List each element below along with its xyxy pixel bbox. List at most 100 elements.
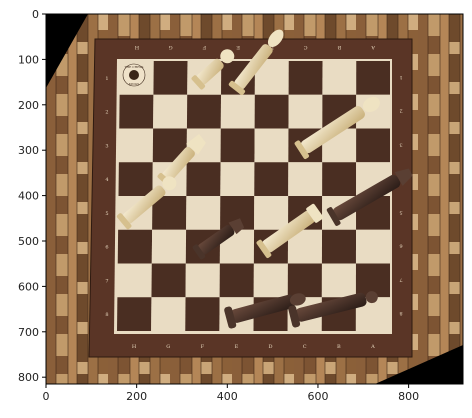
board-square bbox=[186, 196, 221, 230]
board-square bbox=[287, 229, 323, 264]
y-tick-label: 400 bbox=[18, 190, 39, 203]
y-tick-label: 100 bbox=[18, 53, 39, 66]
bottom-file-letter: B bbox=[337, 344, 341, 350]
board-square bbox=[117, 297, 152, 331]
board-square bbox=[321, 263, 356, 298]
logo-line-2: KINGS bbox=[129, 82, 140, 86]
bottom-file-letter: F bbox=[201, 344, 205, 350]
board-square bbox=[220, 162, 255, 196]
board-square bbox=[220, 94, 255, 129]
x-axis-ticks: 0 200 400 600 800 bbox=[43, 384, 419, 403]
y-tick-label: 0 bbox=[32, 8, 39, 21]
left-rank-number: 8 bbox=[105, 312, 108, 318]
x-tick-label: 800 bbox=[398, 390, 419, 403]
board-square bbox=[254, 128, 289, 163]
black-corner-top-left bbox=[46, 14, 88, 88]
top-file-letter: F bbox=[202, 44, 206, 50]
right-rank-number: 2 bbox=[399, 108, 402, 114]
light-queen-piece bbox=[294, 96, 380, 159]
board-square bbox=[185, 297, 220, 331]
top-file-letter: G bbox=[169, 44, 173, 50]
board-square bbox=[153, 61, 188, 95]
x-tick-label: 200 bbox=[126, 390, 147, 403]
board-square bbox=[152, 128, 187, 163]
board-square bbox=[118, 128, 154, 163]
board-square bbox=[186, 94, 222, 129]
x-tick-label: 400 bbox=[217, 390, 238, 403]
right-rank-number: 1 bbox=[399, 74, 402, 80]
dark-knight-piece bbox=[192, 218, 245, 260]
right-rank-number: 7 bbox=[399, 276, 402, 282]
board-coordinates: HGFEDCBAHGFEDCBA1234567812345678 bbox=[105, 44, 402, 350]
x-tick-label: 0 bbox=[43, 390, 50, 403]
light-long-piece-diagonal bbox=[116, 176, 177, 230]
bottom-file-letter: H bbox=[132, 344, 137, 350]
top-file-letter: E bbox=[236, 44, 240, 50]
right-rank-number: 5 bbox=[399, 209, 402, 215]
y-tick-label: 800 bbox=[18, 371, 39, 384]
y-tick-label: 600 bbox=[18, 280, 39, 293]
board-square bbox=[288, 94, 323, 129]
board-square bbox=[355, 263, 390, 298]
bottom-file-letter: G bbox=[166, 344, 170, 350]
photo-image: HGFEDCBAHGFEDCBA1234567812345678 THE CHE… bbox=[46, 14, 463, 384]
board-square bbox=[118, 162, 153, 196]
board-square bbox=[288, 61, 323, 95]
left-rank-number: 5 bbox=[105, 211, 108, 217]
left-rank-number: 2 bbox=[105, 110, 108, 116]
left-rank-number: 4 bbox=[105, 177, 108, 183]
board-square bbox=[151, 229, 187, 264]
top-file-letter: B bbox=[337, 44, 341, 50]
top-file-letter: H bbox=[134, 44, 139, 50]
board-square bbox=[254, 196, 289, 230]
axes-frame bbox=[45, 13, 464, 385]
bottom-file-letter: C bbox=[303, 344, 307, 350]
board-square bbox=[356, 128, 390, 163]
board-square bbox=[355, 229, 390, 264]
y-axis-ticks: 0 100 200 300 400 500 600 700 800 bbox=[18, 8, 46, 384]
board-square bbox=[254, 61, 289, 95]
dark-rook-piece bbox=[224, 293, 306, 329]
top-file-letter: A bbox=[371, 44, 376, 50]
dark-pieces bbox=[192, 168, 413, 329]
bottom-file-letter: A bbox=[370, 344, 375, 350]
board-square bbox=[219, 263, 254, 298]
dark-king-piece bbox=[326, 168, 413, 226]
board-square bbox=[117, 229, 153, 264]
top-file-letter: D bbox=[270, 44, 274, 50]
board-square bbox=[152, 196, 187, 230]
y-tick-label: 300 bbox=[18, 144, 39, 157]
board-square bbox=[119, 94, 154, 129]
right-rank-number: 8 bbox=[399, 310, 402, 316]
top-file-letter: C bbox=[304, 44, 308, 50]
dark-queen-piece bbox=[288, 291, 378, 328]
board-square bbox=[322, 61, 357, 95]
black-corner-bottom-right bbox=[375, 345, 463, 384]
logo-line-1: THE CHESS bbox=[125, 65, 144, 69]
board-square bbox=[220, 128, 255, 163]
board-square bbox=[153, 94, 188, 129]
chess-kings-logo: THE CHESS KINGS bbox=[122, 63, 146, 87]
y-tick-label: 200 bbox=[18, 99, 39, 112]
board-square bbox=[220, 196, 255, 230]
board-square bbox=[254, 94, 289, 129]
bottom-file-letter: E bbox=[235, 344, 239, 350]
left-rank-number: 6 bbox=[105, 245, 108, 251]
board-square bbox=[356, 61, 390, 95]
bottom-file-letter: D bbox=[269, 344, 273, 350]
board-square bbox=[253, 263, 288, 298]
board-square bbox=[185, 263, 220, 298]
left-rank-number: 7 bbox=[105, 278, 108, 284]
board-square bbox=[151, 297, 186, 331]
board-square bbox=[186, 162, 221, 196]
board-square bbox=[287, 263, 322, 298]
y-tick-label: 500 bbox=[18, 235, 39, 248]
light-pawn-piece bbox=[191, 49, 235, 90]
light-rook-piece bbox=[256, 203, 324, 258]
y-tick-label: 700 bbox=[18, 326, 39, 339]
right-rank-number: 6 bbox=[399, 243, 402, 249]
left-rank-number: 1 bbox=[105, 76, 108, 82]
board-square bbox=[321, 229, 357, 264]
board-square bbox=[322, 162, 357, 196]
